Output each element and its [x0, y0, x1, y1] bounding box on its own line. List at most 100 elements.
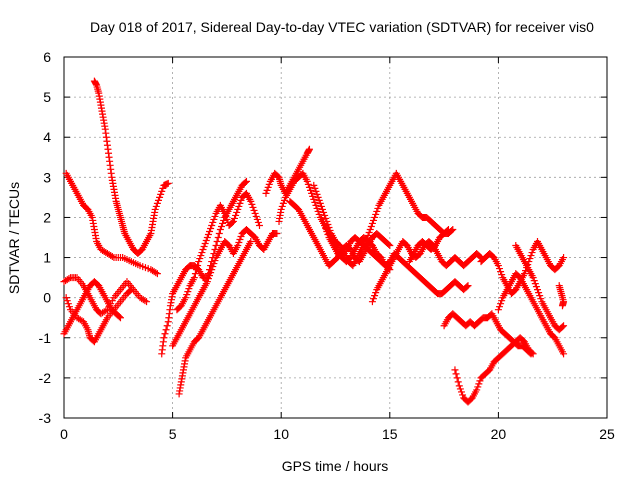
data-point: [444, 225, 452, 233]
data-point: [371, 292, 379, 300]
y-tick-label: -3: [39, 410, 52, 426]
data-point: [366, 225, 374, 233]
data-point: [215, 229, 223, 237]
data-point: [498, 297, 506, 305]
data-point: [253, 215, 261, 223]
data-point: [463, 283, 471, 291]
data-point: [529, 350, 537, 358]
data-point: [473, 386, 481, 394]
data-point: [217, 222, 225, 230]
data-point: [63, 297, 71, 305]
data-point: [247, 197, 255, 205]
data-point: [537, 295, 545, 303]
data-point: [497, 268, 505, 276]
data-point: [194, 262, 202, 270]
x-tick-label: 25: [599, 426, 615, 442]
data-point: [161, 330, 169, 338]
data-point: [459, 391, 467, 399]
y-tick-label: 1: [43, 250, 51, 266]
series-arc-2: [90, 77, 172, 258]
data-point: [197, 252, 205, 260]
data-point: [190, 274, 198, 282]
data-point: [317, 202, 325, 210]
data-point: [248, 200, 256, 208]
data-point: [210, 260, 218, 268]
data-point: [526, 255, 534, 263]
data-point: [159, 184, 167, 192]
data-point: [560, 322, 568, 330]
data-point: [126, 287, 134, 295]
data-point: [454, 378, 462, 386]
data-point: [237, 232, 245, 240]
data-point: [223, 215, 231, 223]
data-point: [311, 184, 319, 192]
chart-title: Day 018 of 2017, Sidereal Day-to-day VTE…: [90, 19, 594, 35]
data-point: [385, 241, 393, 249]
data-point: [318, 205, 326, 213]
data-point: [209, 218, 217, 226]
y-tick-label: -2: [39, 370, 52, 386]
data-point: [234, 242, 242, 250]
data-point: [152, 269, 160, 277]
data-point: [163, 322, 171, 330]
x-tick-label: 0: [60, 426, 68, 442]
y-tick-labels: -3 -2 -1 0 1 2 3 4 5 6: [39, 49, 52, 426]
plot-frame: [63, 56, 608, 419]
data-point: [65, 275, 73, 283]
data-point: [370, 216, 378, 224]
data-point: [156, 193, 164, 201]
data-point: [116, 314, 124, 322]
data-point: [252, 212, 260, 220]
series-arc-5: [62, 286, 135, 346]
data-point: [494, 306, 502, 314]
data-point: [532, 283, 540, 291]
data-point: [236, 199, 244, 207]
y-tick-label: 5: [43, 89, 51, 105]
x-tick-label: 15: [382, 426, 398, 442]
y-tick-label: 2: [43, 209, 51, 225]
data-point: [65, 303, 73, 311]
data-point: [203, 278, 211, 286]
data-point: [368, 298, 376, 306]
data-point: [527, 252, 535, 260]
data-point: [210, 215, 218, 223]
data-point: [62, 294, 70, 302]
y-tick-label: 6: [43, 49, 51, 65]
data-point: [455, 382, 463, 390]
plot-border: [63, 56, 608, 419]
x-tick-label: 5: [169, 426, 177, 442]
data-point: [520, 270, 528, 278]
data-point: [195, 258, 203, 266]
data-point: [464, 282, 472, 290]
y-tick-label: 3: [43, 169, 51, 185]
data-point: [529, 274, 537, 282]
data-point: [312, 201, 320, 209]
data-point: [494, 262, 502, 270]
data-point: [211, 212, 219, 220]
data-point: [201, 240, 209, 248]
data-point: [232, 211, 240, 219]
data-point: [207, 224, 215, 232]
data-point: [558, 323, 566, 331]
data-point: [220, 216, 228, 224]
data-point: [212, 242, 220, 250]
x-tick-label: 10: [273, 426, 289, 442]
y-tick-label: 4: [43, 129, 51, 145]
data-point: [457, 388, 465, 396]
data-point: [141, 297, 149, 305]
data-point: [184, 288, 192, 296]
data-point: [530, 277, 538, 285]
data-point: [204, 275, 212, 283]
data-point: [475, 380, 483, 388]
data-point: [536, 292, 544, 300]
data-point: [374, 204, 382, 212]
data-point: [558, 302, 566, 310]
series-arc-16: [405, 225, 452, 266]
data-point: [280, 196, 288, 204]
data-point: [303, 177, 311, 185]
data-point: [305, 183, 313, 191]
data-point: [313, 204, 321, 212]
data-point: [214, 234, 222, 241]
